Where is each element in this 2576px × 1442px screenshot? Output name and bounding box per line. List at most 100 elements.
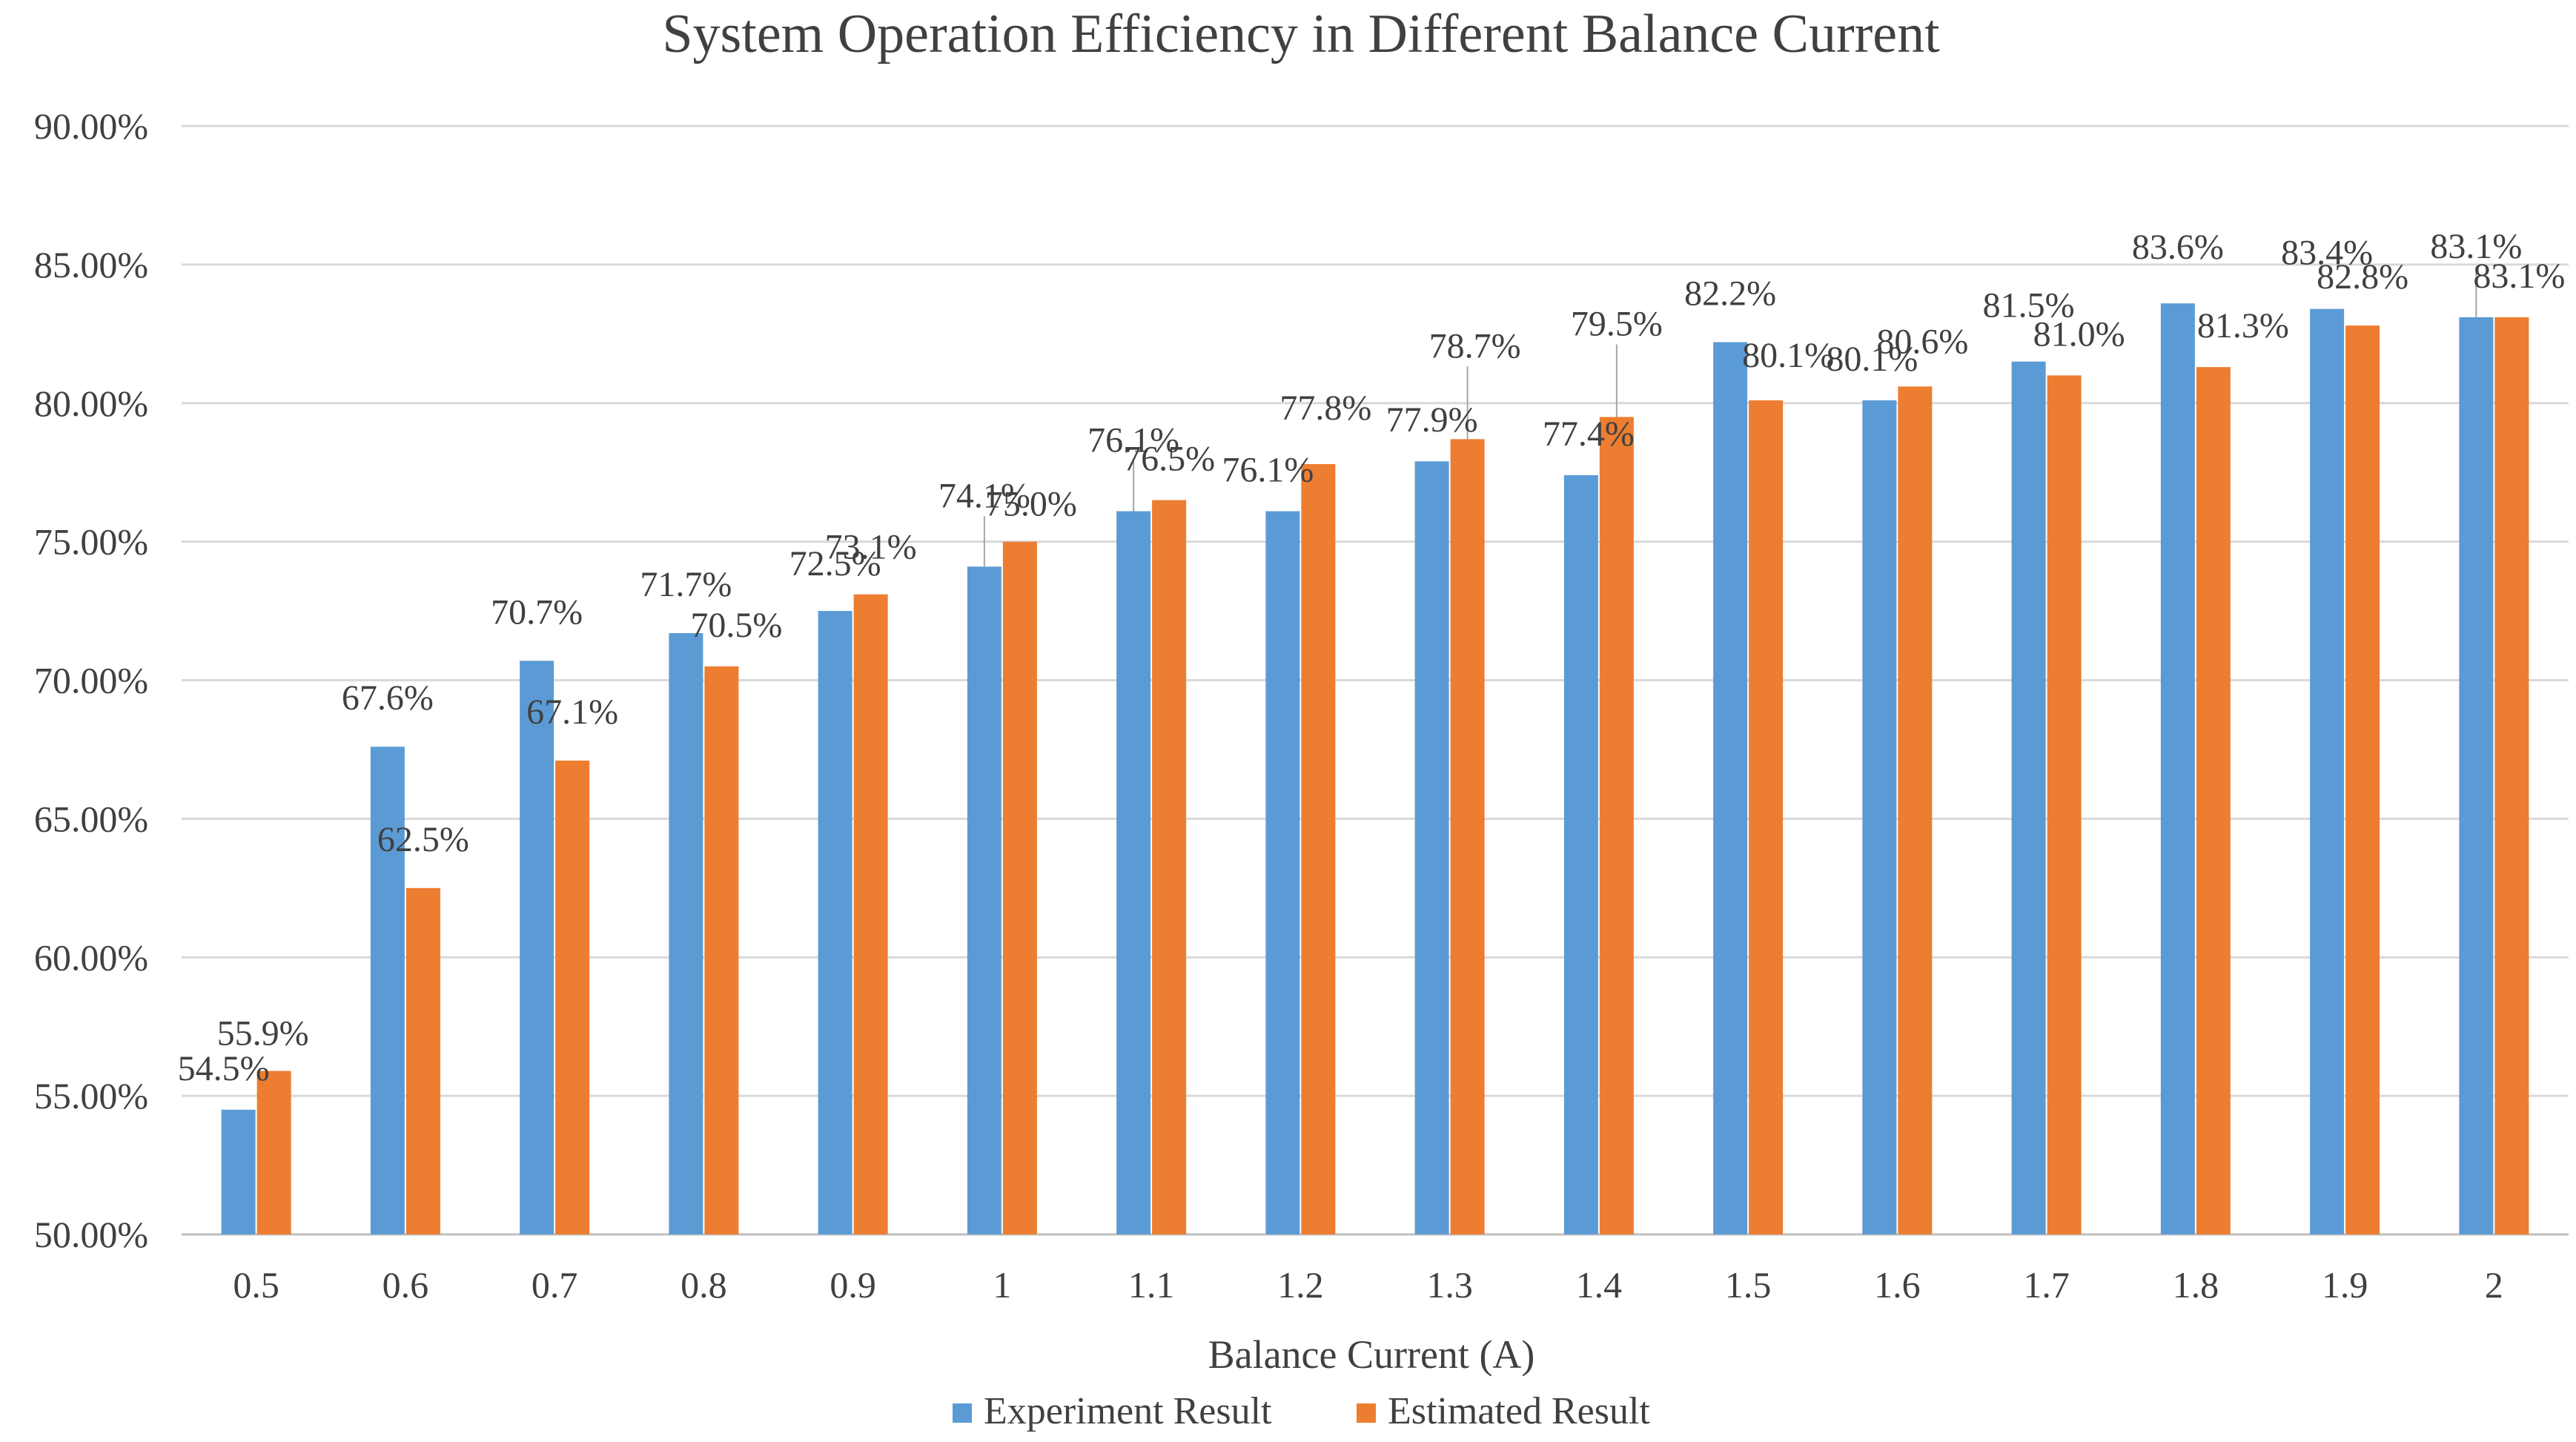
data-label-experiment: 70.7% (491, 592, 583, 632)
y-tick-label: 55.00% (34, 1075, 148, 1117)
y-tick-label: 90.00% (34, 105, 148, 147)
bar-estimated (256, 1071, 291, 1234)
data-label-estimated: 75.0% (985, 485, 1077, 524)
x-tick-label: 1.4 (1576, 1264, 1623, 1306)
data-label-experiment: 77.9% (1386, 400, 1478, 440)
bar-estimated (2494, 317, 2529, 1235)
data-label-estimated: 55.9% (217, 1013, 309, 1053)
x-tick-label: 1.2 (1277, 1264, 1324, 1306)
bar-experiment (669, 632, 703, 1234)
data-label-experiment: 80.1% (1826, 340, 1918, 379)
x-tick-label: 1.7 (2023, 1264, 2070, 1306)
data-label-experiment: 83.1% (2430, 227, 2522, 266)
bar-experiment (1713, 342, 1748, 1234)
data-label-estimated: 70.5% (690, 606, 782, 645)
data-label-experiment: 77.4% (1543, 414, 1635, 454)
bar-experiment (818, 611, 852, 1234)
bar-experiment (967, 566, 1001, 1234)
bar-experiment (1563, 474, 1598, 1234)
data-label-experiment: 83.4% (2281, 234, 2373, 273)
bar-experiment (1116, 511, 1151, 1234)
x-tick-label: 1.1 (1128, 1264, 1175, 1306)
bar-estimated (1749, 400, 1784, 1235)
data-label-experiment: 76.1% (1087, 421, 1179, 460)
bar-experiment (1265, 511, 1300, 1234)
data-label-estimated: 73.1% (825, 528, 917, 567)
legend-label: Experiment Result (984, 1390, 1272, 1432)
data-label-estimated: 62.5% (377, 820, 469, 859)
legend-experiment: Experiment Result (953, 1390, 1272, 1432)
y-tick-label: 80.00% (34, 383, 148, 424)
data-label-estimated: 82.8% (2317, 257, 2408, 297)
data-label-experiment: 74.1% (938, 476, 1030, 515)
bar-experiment (2011, 361, 2046, 1234)
x-tick-label: 1.3 (1426, 1264, 1473, 1306)
bar-experiment (370, 747, 405, 1234)
bar-estimated (2345, 325, 2380, 1235)
data-label-experiment: 67.6% (342, 678, 434, 718)
bar-estimated (1450, 439, 1485, 1234)
bar-experiment (1862, 400, 1897, 1235)
bar-experiment (2160, 303, 2195, 1235)
data-label-experiment: 81.5% (1983, 286, 2075, 325)
bar-experiment (2310, 308, 2345, 1234)
x-tick-label: 1.5 (1725, 1264, 1772, 1306)
data-label-estimated: 77.8% (1279, 388, 1371, 428)
bars (221, 303, 2529, 1235)
x-tick-label: 0.9 (830, 1264, 876, 1306)
data-label-estimated: 79.5% (1571, 304, 1663, 343)
chart-title: System Operation Efficiency in Different… (662, 4, 1940, 65)
x-tick-label: 1.9 (2322, 1264, 2368, 1306)
y-tick-label: 60.00% (34, 936, 148, 978)
data-label-estimated: 80.1% (1742, 336, 1834, 375)
bar-estimated (1898, 386, 1933, 1235)
y-axis-ticks: 50.00% 55.00% 60.00% 65.00% 70.00% 75.00% 80.0… (34, 105, 148, 1255)
data-label-estimated: 81.0% (2033, 314, 2125, 354)
x-tick-label: 1.8 (2173, 1264, 2219, 1306)
legend-swatch (953, 1403, 972, 1423)
x-tick-label: 1.6 (1874, 1264, 1921, 1306)
data-label-experiment: 71.7% (640, 565, 732, 604)
y-tick-label: 75.00% (34, 521, 148, 563)
x-tick-label: 0.8 (681, 1264, 727, 1306)
bar-estimated (1301, 463, 1336, 1234)
legend-estimated: Estimated Result (1357, 1390, 1650, 1432)
data-label-experiment: 72.5% (789, 544, 881, 583)
x-tick-label: 0.6 (383, 1264, 429, 1306)
legend-swatch (1357, 1403, 1376, 1423)
bar-experiment (1414, 461, 1449, 1234)
y-tick-label: 85.00% (34, 244, 148, 285)
x-tick-label: 2 (2485, 1264, 2503, 1306)
bar-estimated (2196, 367, 2231, 1235)
bar-estimated (853, 594, 888, 1234)
data-label-experiment: 83.6% (2132, 228, 2224, 267)
bar-estimated (1599, 417, 1634, 1234)
bar-estimated (405, 887, 440, 1234)
data-label-estimated: 83.1% (2473, 257, 2565, 296)
bar-estimated (555, 760, 590, 1234)
y-tick-label: 70.00% (34, 660, 148, 701)
data-label-estimated: 76.5% (1123, 440, 1215, 479)
x-axis-ticks: 0.5 0.6 0.7 0.8 0.9 1 1.1 1.2 1.3 1.4 1.5 1.6 1.7 1.8… (233, 1264, 2503, 1306)
legend: Experiment Result Estimated Result (953, 1390, 1650, 1432)
legend-label: Estimated Result (1388, 1390, 1650, 1432)
bar-experiment (221, 1109, 256, 1234)
data-label-experiment: 54.5% (178, 1049, 270, 1088)
x-tick-label: 0.5 (233, 1264, 279, 1306)
data-label-experiment: 82.2% (1684, 274, 1776, 314)
bar-estimated (704, 666, 739, 1234)
bar-estimated (1002, 541, 1037, 1234)
label-leader-lines (983, 266, 2477, 567)
y-tick-label: 65.00% (34, 798, 148, 839)
x-axis-label: Balance Current (A) (1208, 1332, 1535, 1377)
data-label-estimated: 67.1% (526, 692, 618, 732)
x-tick-label: 1 (993, 1264, 1011, 1306)
data-label-experiment: 76.1% (1222, 451, 1314, 490)
data-labels: 54.5% 67.6% 70.7% 71.7% 72.5% 74.1% 76.1% 76.1%… (178, 227, 2566, 1088)
bar-estimated (2047, 375, 2082, 1234)
bar-experiment (520, 661, 554, 1234)
x-tick-label: 0.7 (532, 1264, 578, 1306)
data-label-estimated: 78.7% (1429, 326, 1521, 366)
